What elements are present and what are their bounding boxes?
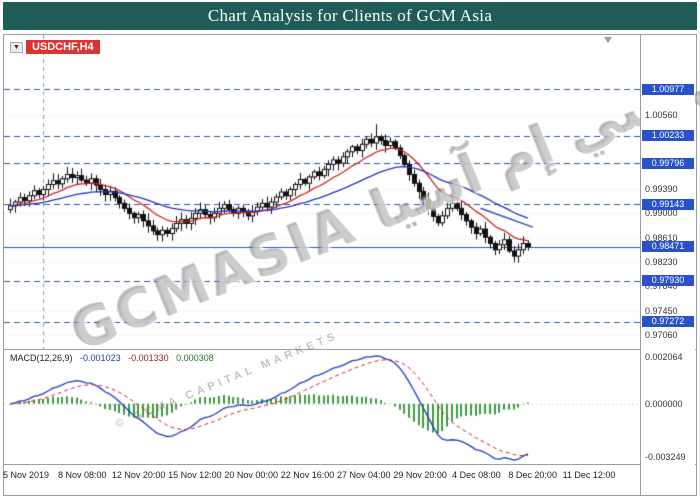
price-level-tag: 0.97930 bbox=[642, 275, 694, 286]
macd-value-main: -0.001023 bbox=[80, 353, 121, 363]
time-axis-label: 11 Dec 12:00 bbox=[563, 470, 616, 480]
macd-axis-label: 0.000000 bbox=[645, 399, 683, 409]
price-level-tag: 0.97272 bbox=[642, 316, 694, 327]
time-axis-label: 29 Nov 20:00 bbox=[393, 470, 447, 480]
time-axis-label: 27 Nov 04:00 bbox=[337, 470, 391, 480]
chart-window: ▼ USDCHF,H4 GCMASIA جي سي إم آسيا © GCMA… bbox=[3, 34, 697, 496]
macd-chart-canvas[interactable] bbox=[4, 350, 640, 464]
price-axis-label: 0.97450 bbox=[645, 306, 678, 316]
macd-indicator-label: MACD(12,26,9) bbox=[10, 353, 73, 363]
time-axis-label: 5 Nov 2019 bbox=[3, 470, 49, 480]
price-level-tag: 0.98471 bbox=[642, 241, 694, 252]
price-axis-label: 0.99390 bbox=[645, 184, 678, 194]
page-title: Chart Analysis for Clients of GCM Asia bbox=[208, 6, 492, 25]
price-axis-label: 0.98230 bbox=[645, 257, 678, 267]
price-level-tag: 1.00977 bbox=[642, 84, 694, 95]
title-bar: Chart Analysis for Clients of GCM Asia bbox=[3, 2, 697, 30]
price-axis-label: 1.00560 bbox=[645, 110, 678, 120]
price-axis[interactable]: 1.005600.993900.990000.986100.982300.978… bbox=[640, 35, 695, 495]
symbol-badge: USDCHF,H4 bbox=[26, 40, 100, 54]
time-axis-label: 15 Nov 12:00 bbox=[168, 470, 222, 480]
symbol-badge-row: ▼ USDCHF,H4 bbox=[10, 40, 100, 54]
chart-shift-marker-icon[interactable] bbox=[604, 37, 612, 43]
price-level-tag: 0.99796 bbox=[642, 158, 694, 169]
time-axis-label: 20 Nov 00:00 bbox=[224, 470, 278, 480]
price-level-tag: 1.00233 bbox=[642, 130, 694, 141]
macd-axis-label: 0.002064 bbox=[645, 352, 683, 362]
time-axis-label: 4 Dec 08:00 bbox=[452, 470, 501, 480]
price-chart-canvas[interactable] bbox=[4, 35, 640, 349]
macd-axis-label: -0.003249 bbox=[645, 452, 686, 462]
price-axis-label: 0.97060 bbox=[645, 330, 678, 340]
time-axis-label: 8 Dec 20:00 bbox=[508, 470, 557, 480]
macd-label-row: MACD(12,26,9) -0.001023 -0.001330 0.0003… bbox=[10, 353, 219, 363]
time-axis-label: 8 Nov 08:00 bbox=[58, 470, 107, 480]
macd-value-signal: -0.001330 bbox=[128, 353, 169, 363]
time-axis[interactable]: 5 Nov 2019 8 Nov 08:00 12 Nov 20:0015 Nov … bbox=[4, 465, 640, 493]
macd-value-histogram: 0.000308 bbox=[176, 353, 214, 363]
time-axis-label: 22 Nov 16:00 bbox=[281, 470, 335, 480]
price-level-tag: 0.99143 bbox=[642, 199, 694, 210]
collapse-arrow-icon[interactable]: ▼ bbox=[10, 42, 23, 53]
page: { "header": { "title": "Chart Analysis f… bbox=[0, 0, 700, 500]
pane-separator[interactable] bbox=[4, 349, 696, 350]
time-axis-label: 12 Nov 20:00 bbox=[112, 470, 166, 480]
